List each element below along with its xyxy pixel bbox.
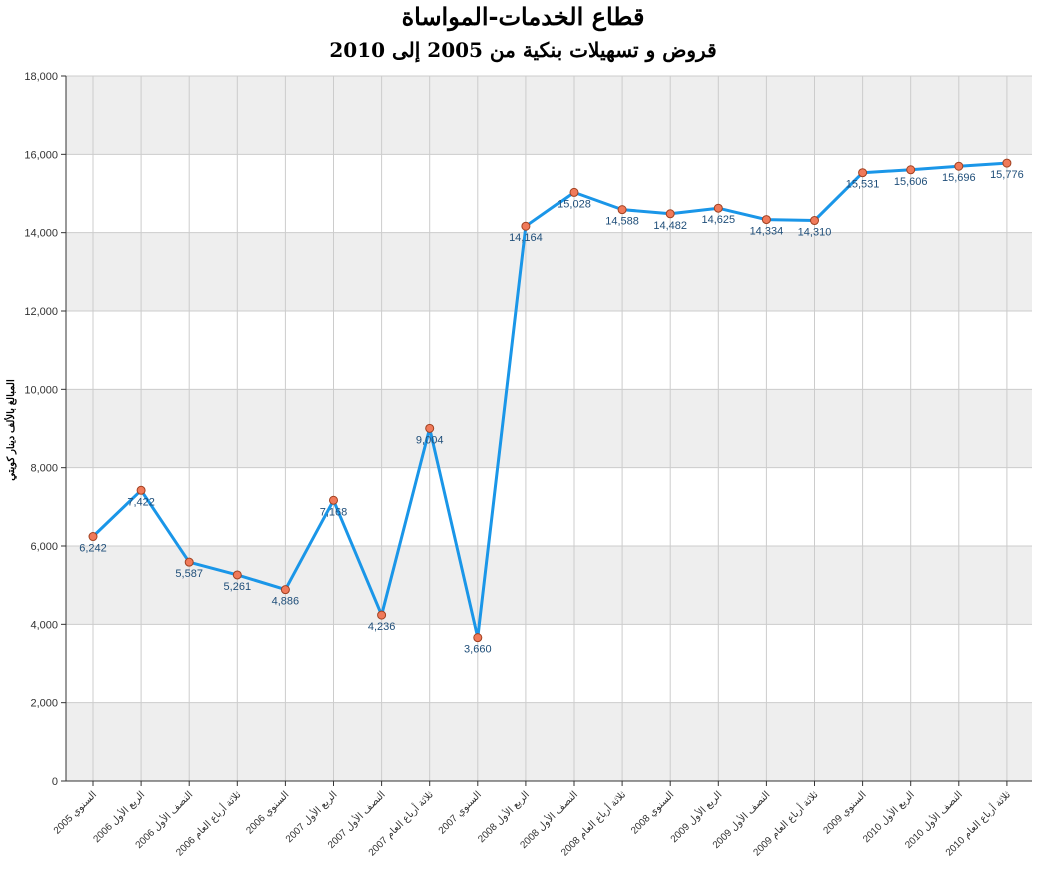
data-point bbox=[858, 168, 868, 178]
data-label: 4,236 bbox=[368, 621, 396, 633]
grid-band bbox=[66, 76, 1032, 155]
data-label: 5,261 bbox=[224, 581, 252, 593]
data-label: 7,168 bbox=[320, 506, 348, 518]
data-label: 9,004 bbox=[416, 434, 444, 446]
data-label: 14,334 bbox=[750, 226, 784, 238]
grid-band bbox=[66, 702, 1032, 781]
chart-title: قطاع الخدمات-المواساة bbox=[401, 2, 645, 31]
x-tick-label: السنوي 2008 bbox=[629, 789, 676, 836]
x-tick-label: السنوي 2006 bbox=[244, 789, 291, 836]
y-tick-label: 6,000 bbox=[30, 541, 58, 553]
data-point bbox=[521, 221, 531, 231]
y-tick-label: 12,000 bbox=[24, 306, 58, 318]
y-tick-label: 2,000 bbox=[30, 698, 58, 710]
data-point bbox=[665, 209, 675, 219]
data-label: 14,310 bbox=[798, 227, 832, 239]
data-label: 14,482 bbox=[653, 220, 687, 232]
data-point bbox=[232, 570, 242, 580]
x-tick-label: الربع الأول 2009 bbox=[668, 789, 724, 845]
data-point bbox=[617, 205, 627, 215]
y-axis-label: المبالغ بالألف دينار كويتي bbox=[5, 379, 17, 481]
y-tick-label: 8,000 bbox=[30, 463, 58, 475]
data-point bbox=[1002, 158, 1012, 168]
data-label: 14,588 bbox=[605, 216, 639, 228]
data-label: 15,028 bbox=[557, 198, 591, 210]
x-tick-label: السنوي 2009 bbox=[821, 789, 868, 836]
grid-band bbox=[66, 389, 1032, 468]
data-label: 4,886 bbox=[272, 596, 300, 608]
data-point bbox=[713, 203, 723, 213]
data-label: 14,164 bbox=[509, 232, 543, 244]
y-tick-label: 4,000 bbox=[30, 619, 58, 631]
data-label: 15,696 bbox=[942, 172, 976, 184]
data-label: 15,531 bbox=[846, 179, 880, 191]
x-tick-label: الربع الأول 2007 bbox=[283, 789, 339, 845]
data-point bbox=[761, 215, 771, 225]
data-point bbox=[906, 165, 916, 175]
x-tick-label: السنوي 2005 bbox=[52, 789, 99, 836]
series-line bbox=[91, 161, 1007, 640]
x-tick-label: السنوي 2007 bbox=[437, 789, 484, 836]
y-tick-label: 10,000 bbox=[24, 384, 58, 396]
data-point bbox=[280, 585, 290, 595]
data-point bbox=[329, 495, 338, 505]
data-point bbox=[954, 161, 964, 171]
data-point bbox=[425, 423, 435, 433]
data-label: 7,422 bbox=[127, 496, 155, 508]
data-label: 5,587 bbox=[175, 568, 203, 580]
y-tick-label: 16,000 bbox=[24, 149, 58, 161]
data-label: 14,625 bbox=[701, 214, 735, 226]
x-tick-label: الربع الأول 2010 bbox=[860, 789, 916, 845]
data-label: 15,776 bbox=[990, 169, 1024, 181]
data-point bbox=[88, 532, 98, 542]
data-label: 6,242 bbox=[79, 543, 107, 555]
data-label: 15,606 bbox=[894, 176, 928, 188]
y-tick-label: 18,000 bbox=[24, 71, 58, 83]
data-point bbox=[136, 485, 146, 495]
data-label: 3,660 bbox=[464, 644, 492, 656]
data-point bbox=[184, 557, 194, 567]
data-point bbox=[810, 216, 819, 226]
x-tick-label: الربع الأول 2008 bbox=[476, 789, 532, 845]
y-tick-label: 0 bbox=[52, 776, 58, 788]
grid-band bbox=[66, 232, 1032, 311]
data-point bbox=[377, 610, 387, 620]
data-point bbox=[473, 633, 483, 643]
data-point bbox=[569, 187, 579, 197]
x-tick-label: الربع الأول 2006 bbox=[91, 789, 147, 845]
y-tick-label: 14,000 bbox=[24, 228, 58, 240]
grid-band bbox=[66, 546, 1032, 625]
chart-subtitle: قروض و تسهيلات بنكية من 2005 إلى 2010 bbox=[329, 38, 717, 62]
